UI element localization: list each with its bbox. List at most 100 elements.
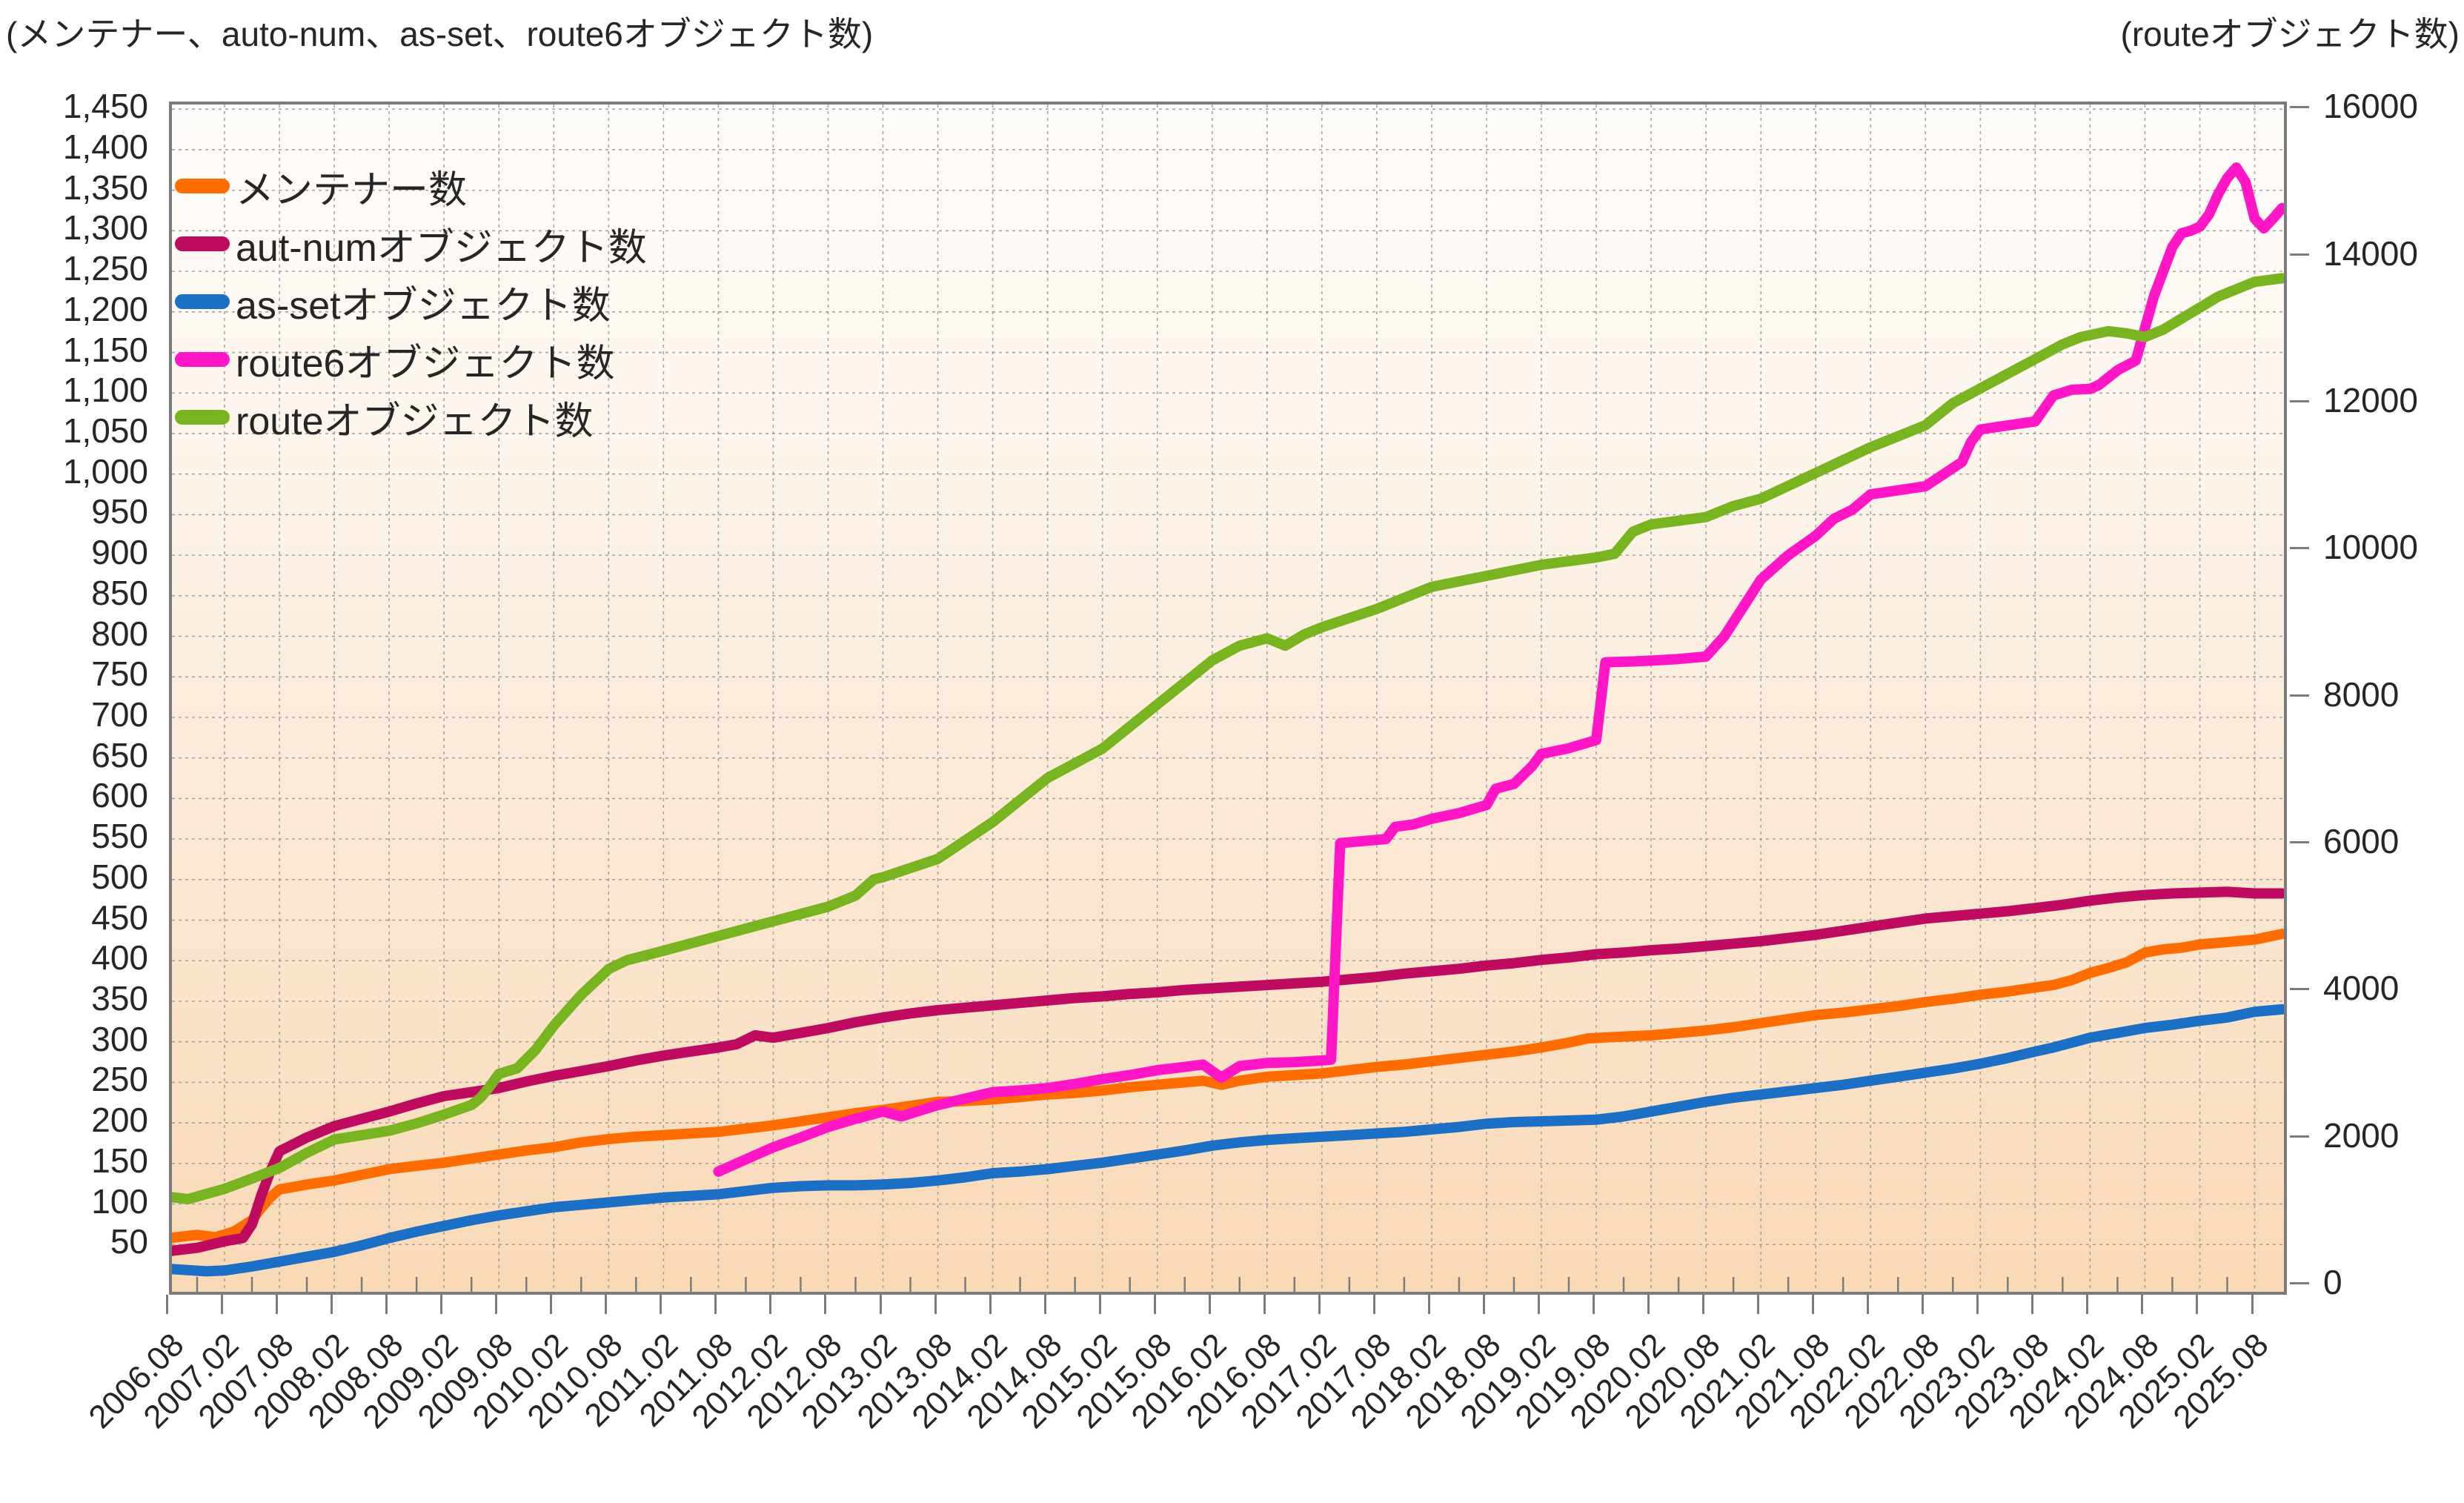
- x-axis-tick: [1867, 1295, 1870, 1314]
- left-axis-title: (メンテナー、auto-num、as-set、route6オブジェクト数): [6, 15, 874, 53]
- x-axis-tick: [2086, 1295, 2089, 1314]
- left-axis-tick-label: 300: [91, 1019, 148, 1058]
- x-axis-tick: [2251, 1295, 2254, 1314]
- x-axis-tick: [1976, 1295, 1979, 1314]
- legend-swatch-icon: [175, 352, 230, 367]
- right-axis-tick: [2290, 1135, 2309, 1138]
- x-axis-tick: [1208, 1295, 1211, 1314]
- left-axis-tick-label: 1,350: [62, 167, 148, 207]
- right-axis-title: (routeオブジェクト数): [2120, 15, 2460, 53]
- x-axis-tick: [1153, 1295, 1156, 1314]
- legend-item: メンテナー数: [175, 157, 647, 215]
- left-axis-tick-label: 550: [91, 817, 148, 856]
- x-axis-tick: [660, 1295, 663, 1314]
- left-axis-tick-label: 1,100: [62, 371, 148, 410]
- left-axis-tick-label: 650: [91, 735, 148, 774]
- legend-swatch-icon: [175, 410, 230, 425]
- right-axis-tick-label: 16000: [2323, 87, 2418, 126]
- left-axis-tick-label: 500: [91, 857, 148, 896]
- right-axis-tick-label: 10000: [2323, 528, 2418, 567]
- right-axis-tick-label: 14000: [2323, 233, 2418, 273]
- left-axis-tick-label: 750: [91, 654, 148, 694]
- series-line-メンテナー数: [172, 929, 2284, 1244]
- left-axis-tick-label: 950: [91, 492, 148, 531]
- left-axis-tick-label: 350: [91, 978, 148, 1018]
- x-axis-tick: [1538, 1295, 1540, 1314]
- legend-item: as-setオブジェクト数: [175, 273, 647, 331]
- series-line-as-setオブジェクト数: [172, 1003, 2284, 1277]
- legend-item: aut-numオブジェクト数: [175, 215, 647, 273]
- legend-label: メンテナー数: [236, 168, 468, 212]
- left-axis-tick-label: 900: [91, 533, 148, 572]
- right-axis-tick-label: 8000: [2323, 674, 2400, 714]
- x-axis-tick: [385, 1295, 388, 1314]
- left-axis-tick-label: 1,150: [62, 330, 148, 369]
- right-axis-tick: [2290, 399, 2309, 402]
- x-axis-tick: [276, 1295, 279, 1314]
- x-axis-tick: [550, 1295, 553, 1314]
- right-axis-tick: [2290, 106, 2309, 109]
- series-line-route6オブジェクト数: [713, 162, 2284, 1177]
- x-axis-tick: [1922, 1295, 1925, 1314]
- left-axis-tick-label: 600: [91, 776, 148, 815]
- right-axis-tick-label: 4000: [2323, 969, 2400, 1008]
- legend-item: route6オブジェクト数: [175, 331, 647, 388]
- plot-area: [169, 102, 2287, 1295]
- x-axis-tick: [2141, 1295, 2144, 1314]
- x-axis-tick: [1318, 1295, 1321, 1314]
- x-axis-tick: [989, 1295, 992, 1314]
- x-axis-tick: [1372, 1295, 1375, 1314]
- left-axis-tick-label: 1,250: [62, 249, 148, 288]
- x-axis-tick: [1098, 1295, 1101, 1314]
- chart-canvas: [172, 104, 2284, 1292]
- left-axis-tick-label: 700: [91, 694, 148, 734]
- legend-swatch-icon: [175, 294, 230, 309]
- left-axis-tick-label: 850: [91, 573, 148, 612]
- left-axis-tick-label: 450: [91, 898, 148, 937]
- legend-label: routeオブジェクト数: [236, 399, 594, 443]
- x-axis-tick: [1702, 1295, 1705, 1314]
- left-axis-tick-label: 150: [91, 1141, 148, 1180]
- right-axis-tick: [2290, 547, 2309, 550]
- x-axis-tick: [605, 1295, 608, 1314]
- right-axis-tick-label: 2000: [2323, 1115, 2400, 1155]
- left-axis-tick-label: 800: [91, 614, 148, 653]
- left-axis-tick-label: 250: [91, 1060, 148, 1099]
- left-axis-tick-label: 50: [110, 1222, 148, 1261]
- right-axis-tick-label: 0: [2323, 1263, 2342, 1301]
- x-axis-tick: [495, 1295, 498, 1314]
- left-axis-tick-label: 1,050: [62, 411, 148, 450]
- x-axis-tick: [769, 1295, 772, 1314]
- x-axis-tick: [221, 1295, 224, 1314]
- left-axis-tick-label: 1,400: [62, 127, 148, 166]
- legend-swatch-icon: [175, 179, 230, 193]
- series-line-aut-numオブジェクト数: [172, 886, 2284, 1256]
- left-axis-tick-label: 1,000: [62, 451, 148, 491]
- x-axis-tick: [1427, 1295, 1430, 1314]
- right-axis-tick-label: 6000: [2323, 821, 2400, 860]
- x-axis-tick: [934, 1295, 937, 1314]
- x-axis-tick: [1043, 1295, 1046, 1314]
- left-axis-tick-label: 200: [91, 1101, 148, 1140]
- x-axis-tick: [1482, 1295, 1485, 1314]
- right-axis-tick-label: 12000: [2323, 380, 2418, 419]
- legend-label: route6オブジェクト数: [236, 342, 615, 385]
- x-axis-tick: [166, 1295, 168, 1314]
- x-axis-tick: [1647, 1295, 1650, 1314]
- right-axis-tick: [2290, 1282, 2309, 1284]
- left-axis-tick-label: 100: [91, 1181, 148, 1221]
- right-axis-tick: [2290, 694, 2309, 697]
- x-axis-tick: [2196, 1295, 2199, 1314]
- legend-swatch-icon: [175, 236, 230, 251]
- left-axis-tick-label: 1,300: [62, 208, 148, 248]
- right-axis-tick: [2290, 253, 2309, 256]
- x-axis-tick: [440, 1295, 443, 1314]
- x-axis-tick: [331, 1295, 333, 1314]
- x-axis-tick: [1593, 1295, 1595, 1314]
- right-axis-tick: [2290, 840, 2309, 843]
- x-axis-tick: [1757, 1295, 1760, 1314]
- x-axis-tick: [879, 1295, 882, 1314]
- right-axis-tick: [2290, 988, 2309, 991]
- legend: メンテナー数 aut-numオブジェクト数 as-setオブジェクト数 route6オ…: [175, 157, 647, 446]
- legend-label: aut-numオブジェクト数: [236, 226, 647, 270]
